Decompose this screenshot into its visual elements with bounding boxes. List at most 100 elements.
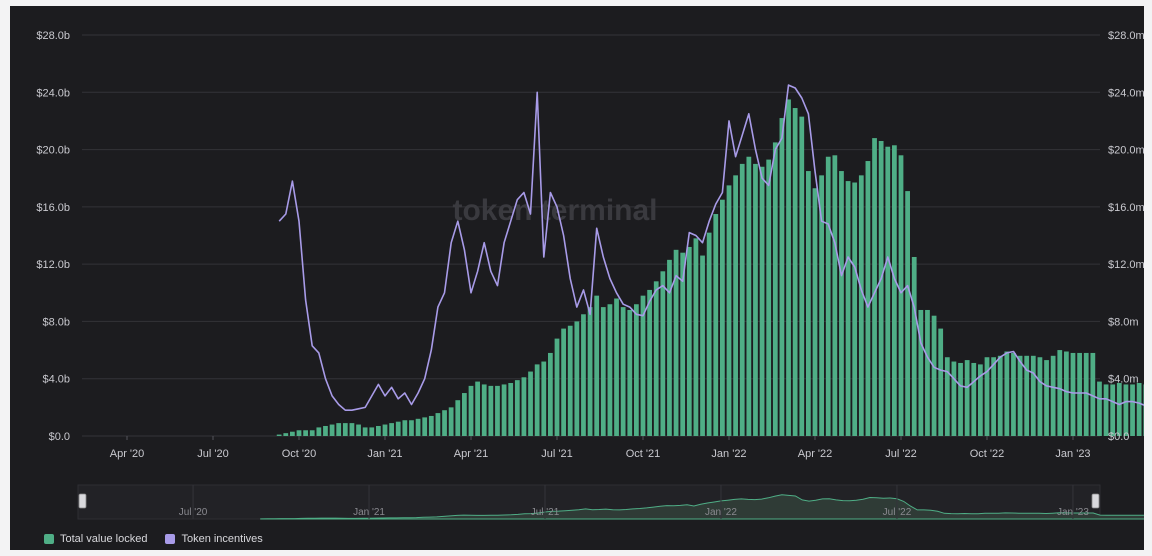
y-axis-left: $0.0 $4.0b $8.0b $12.0b $16.0b $20.0b $24.0b $2… <box>36 30 70 443</box>
tvl-bar <box>1050 355 1056 436</box>
x-tick-label: Jul '20 <box>197 448 228 460</box>
navigator-tick-label: Jan '23 <box>1057 507 1089 518</box>
tvl-bar <box>303 430 308 436</box>
tvl-bar <box>1110 384 1116 436</box>
x-tick-label: Oct '20 <box>282 448 317 460</box>
tvl-bar <box>409 420 414 436</box>
tvl-bar <box>276 434 282 436</box>
tvl-bar <box>1077 352 1082 436</box>
tvl-bar <box>892 145 897 436</box>
tvl-bar <box>872 138 877 437</box>
tvl-bar <box>402 420 408 436</box>
tvl-bar <box>448 407 454 436</box>
tvl-bar <box>528 371 533 436</box>
tvl-bar <box>290 431 295 436</box>
tvl-bar <box>455 400 461 436</box>
tvl-bar <box>759 166 765 436</box>
tvl-bar <box>309 430 315 436</box>
tvl-bar <box>858 175 864 436</box>
tvl-bar <box>726 185 732 437</box>
y-tick-label-left: $20.0b <box>36 145 70 157</box>
tvl-bar <box>1044 360 1049 436</box>
tvl-bar <box>349 423 355 436</box>
tvl-bar <box>481 384 487 436</box>
navigator-tick-label: Jul '20 <box>179 507 208 518</box>
tvl-bars <box>276 99 1144 437</box>
tvl-bar <box>865 161 871 436</box>
tvl-bar <box>733 175 738 436</box>
tvl-incentives-chart: token terminal $0.0 $4.0b $8.0b $12.0b $16.0… <box>36 30 1144 520</box>
tvl-bar <box>1017 355 1023 436</box>
tvl-bar <box>468 385 474 437</box>
x-tick-label: Apr '22 <box>798 448 833 460</box>
y-tick-label-left: $16.0b <box>36 202 70 214</box>
tvl-bar <box>832 155 838 437</box>
tvl-bar <box>422 417 428 436</box>
tvl-bar <box>693 238 699 436</box>
tvl-bar <box>442 410 447 436</box>
tvl-bar <box>508 383 514 436</box>
tvl-bar <box>567 325 573 436</box>
tvl-bar <box>501 384 507 436</box>
tvl-bar <box>792 108 798 436</box>
legend-item-incentives[interactable]: Token incentives <box>165 533 263 545</box>
tvl-bar <box>839 171 844 437</box>
tvl-bar <box>845 181 851 436</box>
tvl-swatch-icon <box>44 534 54 544</box>
legend-label-tvl: Total value locked <box>60 533 148 545</box>
tvl-bar <box>991 357 996 436</box>
tvl-bar <box>415 418 421 436</box>
tvl-bar <box>984 357 990 436</box>
tvl-bar <box>316 427 322 436</box>
tvl-bar <box>620 307 626 436</box>
tvl-bar <box>647 289 652 436</box>
y-tick-label-left: $24.0b <box>36 87 70 99</box>
range-navigator[interactable]: Jul '20 Jan '21 Jul '21 Jan '22 Jul '22 Jan '… <box>77 484 1144 520</box>
tvl-bar <box>283 433 289 436</box>
incentives-swatch-icon <box>165 534 176 544</box>
tvl-bar <box>766 159 772 436</box>
chart-panel: token terminal $0.0 $4.0b $8.0b $12.0b $16.0… <box>10 6 1144 550</box>
tvl-bar <box>799 116 805 436</box>
tvl-bar <box>336 423 342 436</box>
y-tick-label-left: $4.0b <box>42 374 70 386</box>
tvl-bar <box>918 309 924 436</box>
tvl-bar <box>700 255 705 436</box>
chart-legend: Total value locked Token incentives <box>44 533 263 545</box>
tvl-bar <box>462 393 467 436</box>
tvl-bar <box>1030 355 1036 436</box>
x-tick-label: Jan '21 <box>367 448 402 460</box>
tvl-bar <box>971 362 977 436</box>
tvl-bar <box>706 232 712 436</box>
y-tick-label-right: $28.0m <box>1108 30 1144 42</box>
tvl-bar <box>905 191 910 436</box>
navigator-left-handle[interactable] <box>78 493 87 509</box>
tvl-bar <box>1097 381 1102 436</box>
x-tick-label: Oct '21 <box>626 448 661 460</box>
tvl-bar <box>964 360 970 436</box>
tvl-bar <box>395 421 401 436</box>
tvl-bar <box>382 424 388 436</box>
tvl-bar <box>296 430 302 436</box>
tvl-bar <box>640 295 646 436</box>
tvl-bar <box>356 424 361 436</box>
tvl-bar <box>1070 352 1076 436</box>
y-tick-label-left: $28.0b <box>36 30 70 42</box>
incentives-line <box>278 84 1144 412</box>
y-tick-label-left: $12.0b <box>36 259 70 271</box>
tvl-bar <box>1037 357 1043 436</box>
legend-item-tvl[interactable]: Total value locked <box>44 533 147 545</box>
navigator-right-handle[interactable] <box>1091 493 1100 509</box>
tvl-bar <box>779 118 785 436</box>
tvl-bar <box>323 425 328 436</box>
tvl-bar <box>548 352 553 436</box>
tvl-bar <box>607 304 613 436</box>
tvl-bar <box>786 99 791 436</box>
tvl-bar <box>978 364 983 436</box>
tvl-bar <box>1143 384 1144 436</box>
tvl-bar <box>938 328 944 436</box>
tvl-bar <box>878 140 884 437</box>
y-tick-label-right: $8.0m <box>1108 316 1139 328</box>
tvl-bar <box>825 156 831 437</box>
y-tick-label-right: $4.0m <box>1108 374 1139 386</box>
